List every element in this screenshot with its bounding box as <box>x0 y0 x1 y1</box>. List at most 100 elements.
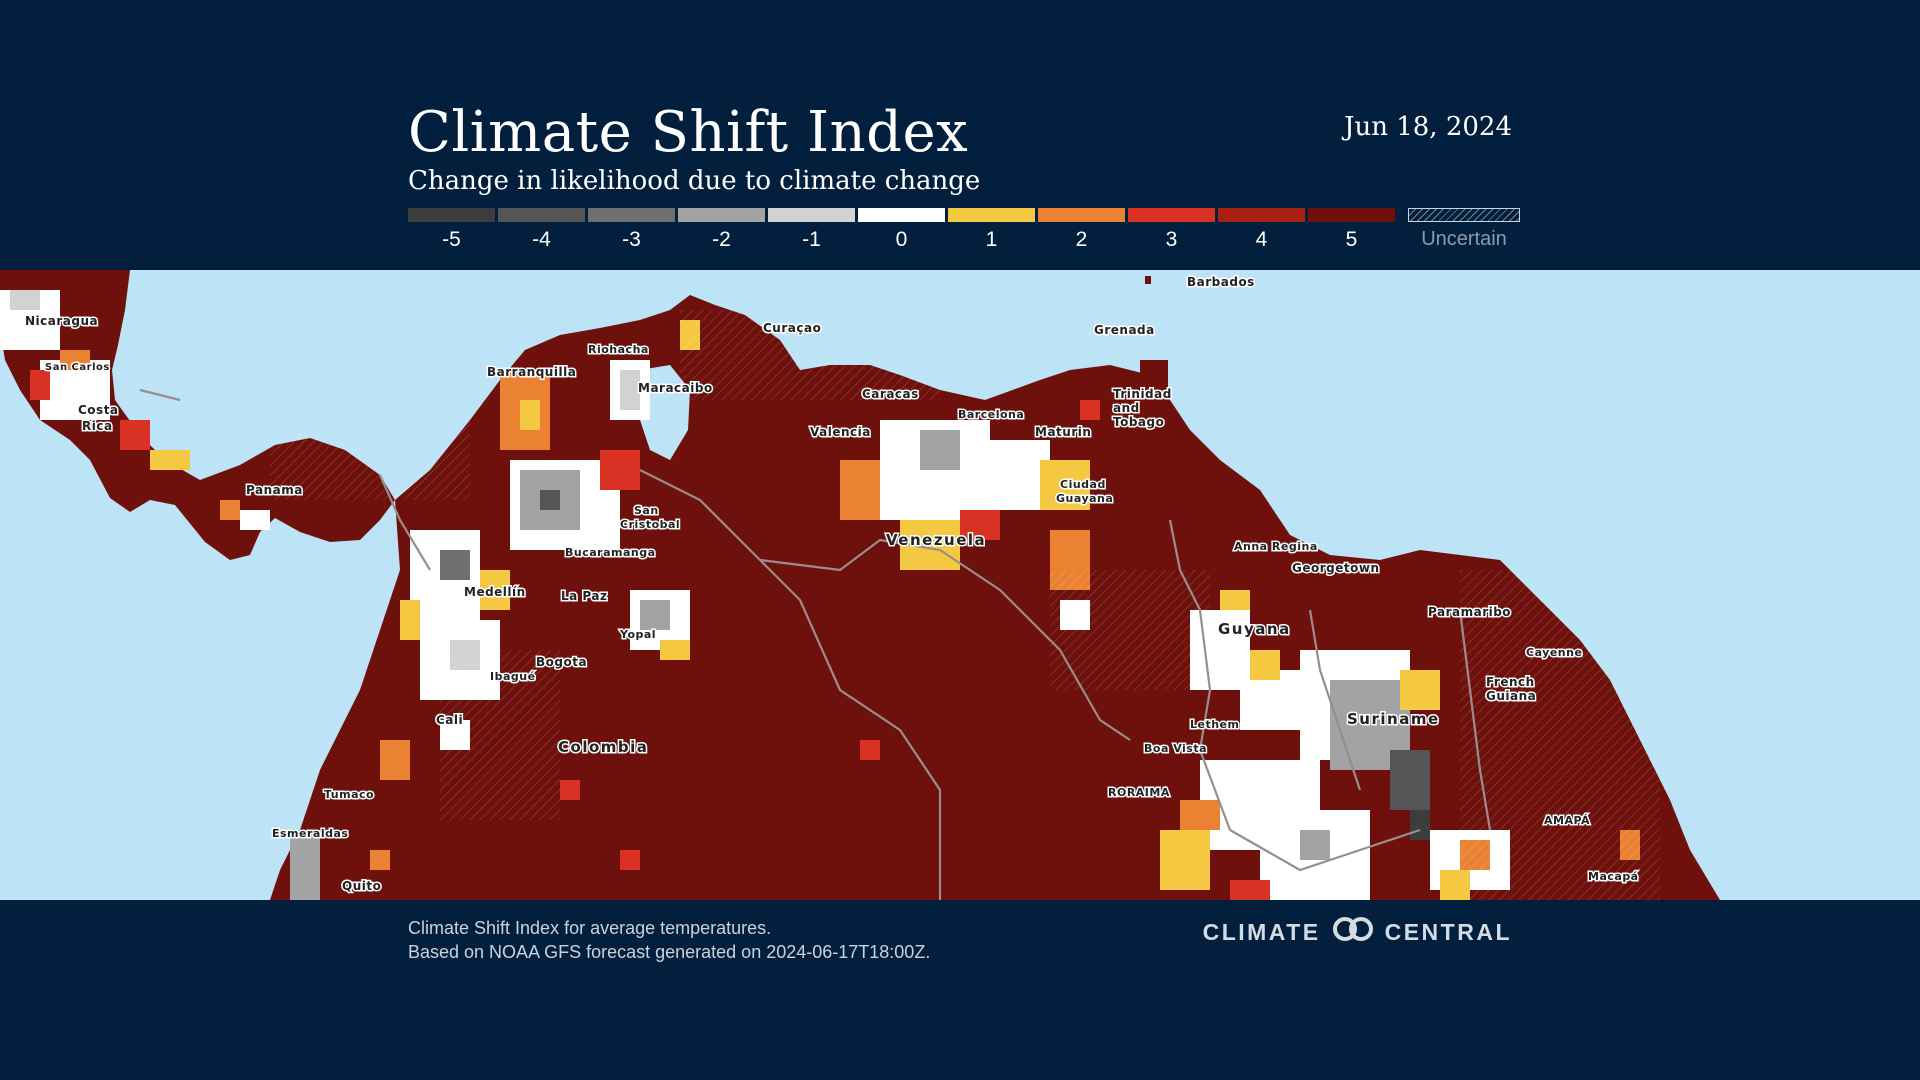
hatch-region <box>680 310 940 400</box>
page-subtitle: Change in likelihood due to climate chan… <box>408 166 981 196</box>
brand-rings-icon <box>1329 916 1377 948</box>
csi-cell <box>1080 400 1100 420</box>
legend-item-minus4: -4 <box>498 208 585 254</box>
csi-cell <box>620 370 640 410</box>
legend-label: 1 <box>985 228 998 251</box>
legend-swatch <box>948 208 1035 222</box>
label-grenada: Grenada <box>1094 323 1155 337</box>
csi-cell <box>150 450 190 470</box>
csi-cell <box>1160 830 1210 890</box>
csi-cell <box>120 420 150 450</box>
csi-cell <box>920 430 960 470</box>
csi-cell <box>1220 590 1250 610</box>
label-curacao: Curaçao <box>763 321 821 335</box>
csi-cell <box>860 740 880 760</box>
csi-cell <box>600 450 640 490</box>
page-title: Climate Shift Index <box>408 100 969 165</box>
label-trinidad-2: and <box>1113 401 1140 415</box>
legend-label: 3 <box>1165 228 1178 251</box>
legend-item-2: 2 <box>1038 208 1125 254</box>
label-amapa: AMAPÁ <box>1544 814 1590 827</box>
legend-item-4: 4 <box>1218 208 1305 254</box>
legend-swatch <box>858 208 945 222</box>
label-anna-regina: Anna Regina <box>1234 540 1318 553</box>
csi-cell <box>380 740 410 780</box>
legend-item-3: 3 <box>1128 208 1215 254</box>
csi-cell <box>440 550 470 580</box>
footnote-line-2: Based on NOAA GFS forecast generated on … <box>408 942 931 962</box>
label-bucaramanga: Bucaramanga <box>565 546 656 559</box>
label-ciudad-guayana-1: Ciudad <box>1060 478 1106 491</box>
legend-swatch <box>498 208 585 222</box>
label-bogota: Bogota <box>536 655 587 669</box>
label-barranquilla: Barranquilla <box>487 365 576 379</box>
label-cayenne: Cayenne <box>1526 646 1582 659</box>
label-guyana: Guyana <box>1218 620 1291 638</box>
legend-label: -1 <box>802 228 821 251</box>
label-ibague: Ibagué <box>490 670 536 683</box>
csi-cell <box>1390 750 1430 810</box>
label-san-cristobal-1: San <box>634 504 659 517</box>
label-la-paz: La Paz <box>561 589 607 603</box>
legend-label: -5 <box>442 228 461 251</box>
label-san-cristobal-2: Cristobal <box>620 518 680 531</box>
label-barcelona: Barcelona <box>958 408 1024 421</box>
legend-item-5: 5 <box>1308 208 1395 254</box>
legend-label: 0 <box>895 228 908 251</box>
border-suriname-french-guiana <box>1458 609 1492 831</box>
label-medellin: Medellín <box>464 585 526 599</box>
label-nicaragua: Nicaragua <box>25 314 98 328</box>
climate-central-logo: CLIMATE CENTRAL <box>1203 916 1512 948</box>
hatch-region <box>1460 570 1660 900</box>
csi-cell <box>1410 810 1430 840</box>
csi-cell <box>1250 650 1280 680</box>
brand-word-left: CLIMATE <box>1202 918 1321 945</box>
csi-cell <box>1400 670 1440 710</box>
csi-cell <box>1230 880 1270 900</box>
legend-swatch <box>408 208 495 222</box>
csi-cell <box>520 400 540 430</box>
csi-cell <box>1300 830 1330 860</box>
legend-item-minus1: -1 <box>768 208 855 254</box>
map-svg: Nicaragua San Carlos Costa Rica Panama B… <box>0 270 1920 900</box>
label-esmeraldas: Esmeraldas <box>272 827 348 840</box>
border-panama-colombia <box>378 474 431 571</box>
border-venezuela-brazil <box>759 538 1131 741</box>
csi-cell <box>1040 460 1090 510</box>
legend-swatch <box>678 208 765 222</box>
csi-cell <box>660 640 690 660</box>
legend-item-minus5: -5 <box>408 208 495 254</box>
label-costa-rica-2: Rica <box>82 419 113 433</box>
csi-cell <box>370 850 390 870</box>
legend-item-1: 1 <box>948 208 1035 254</box>
legend-label: -2 <box>712 228 731 251</box>
label-lethem: Lethem <box>1190 718 1239 731</box>
label-maturin: Maturin <box>1035 425 1091 439</box>
label-french-guiana-1: French <box>1486 675 1535 689</box>
legend-swatch <box>588 208 675 222</box>
legend-label: 4 <box>1255 228 1268 251</box>
label-trinidad-1: Trinidad <box>1113 387 1172 401</box>
footnote-line-1: Climate Shift Index for average temperat… <box>408 918 772 938</box>
brand-word-right: CENTRAL <box>1384 918 1512 945</box>
uncertain-hatching <box>270 310 1660 900</box>
legend-swatch <box>1128 208 1215 222</box>
legend-item-0: 0 <box>858 208 945 254</box>
legend-swatch <box>768 208 855 222</box>
label-roraima: RORAIMA <box>1108 786 1170 799</box>
label-panama: Panama <box>246 483 303 497</box>
border-venezuela-guyana <box>1168 519 1232 831</box>
legend-swatch <box>1308 208 1395 222</box>
label-san-carlos: San Carlos <box>45 362 110 373</box>
hatch-region <box>270 370 470 500</box>
border-guyana-brazil <box>1229 828 1421 872</box>
climate-shift-map[interactable]: Nicaragua San Carlos Costa Rica Panama B… <box>0 270 1920 900</box>
csi-cell <box>30 370 50 400</box>
csi-cell <box>290 830 320 900</box>
label-macapa: Macapá <box>1588 870 1639 883</box>
legend-swatch-uncertain <box>1408 208 1520 222</box>
label-georgetown: Georgetown <box>1292 561 1380 575</box>
label-paramaribo: Paramaribo <box>1428 605 1511 619</box>
label-quito: Quito <box>342 879 381 893</box>
csi-cell <box>60 350 90 370</box>
